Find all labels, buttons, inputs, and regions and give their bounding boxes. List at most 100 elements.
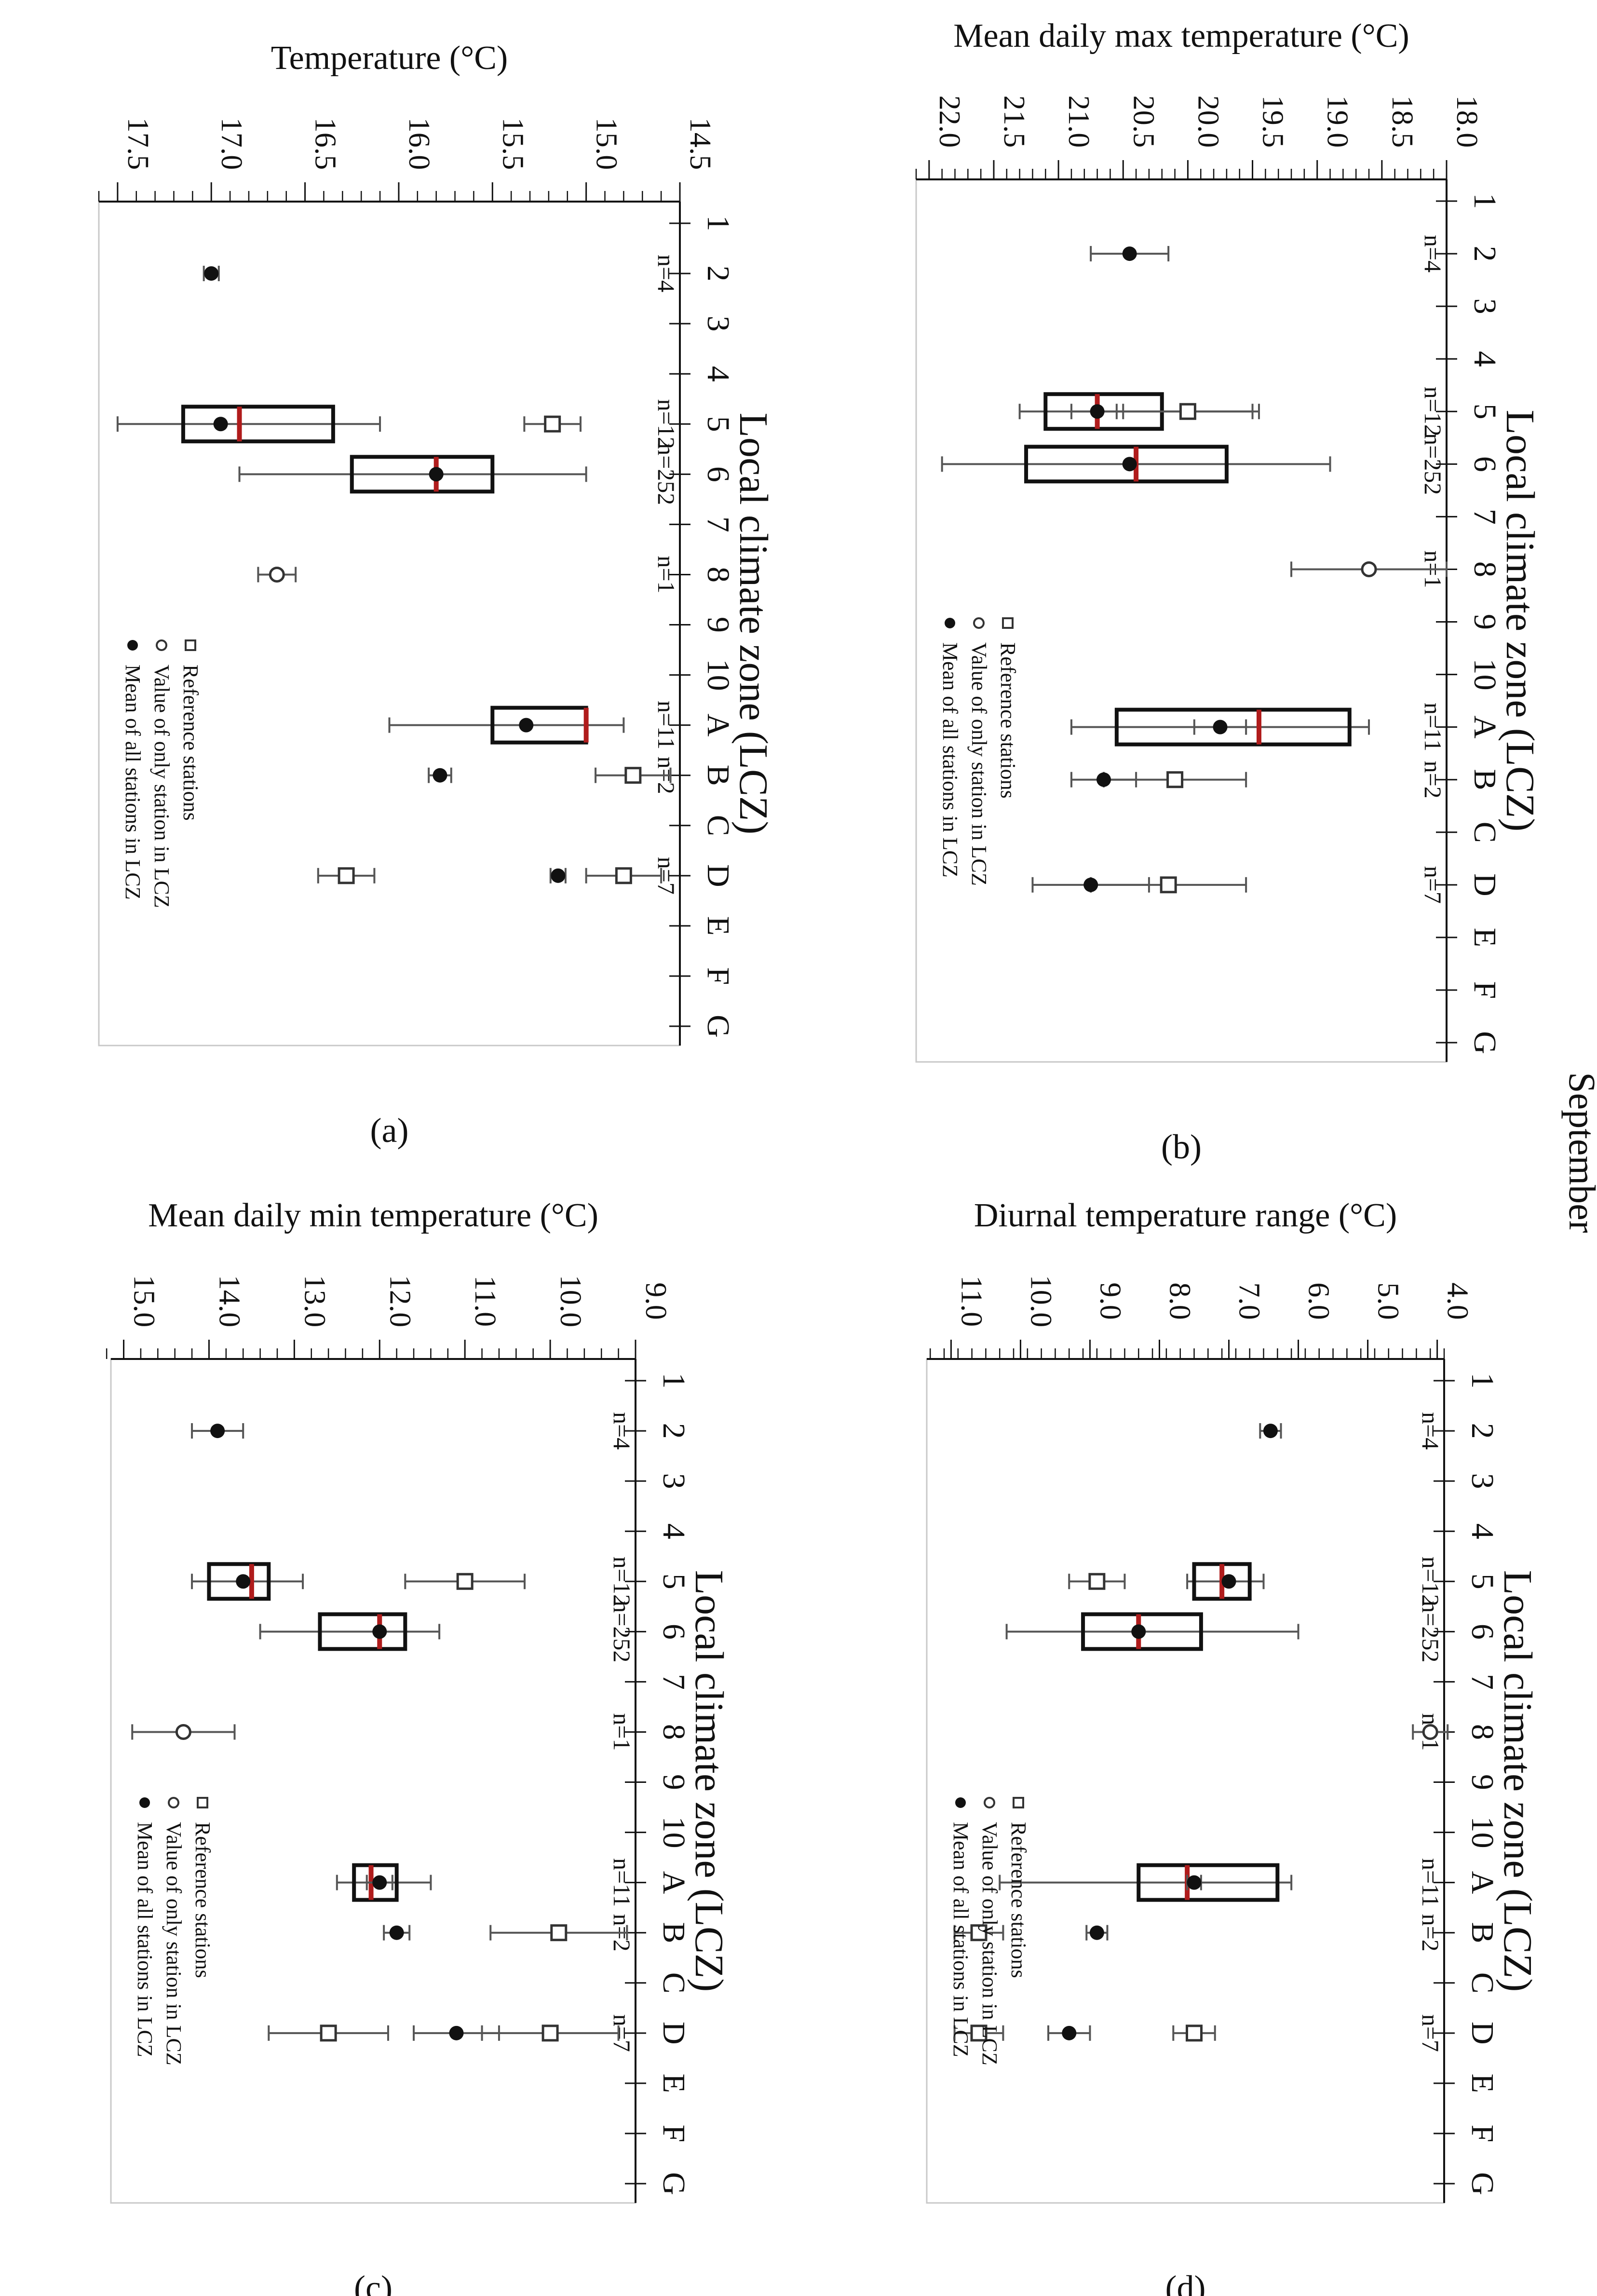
legend-label: Reference stations (996, 642, 1020, 799)
panel-label: (a) (370, 1111, 409, 1150)
legend-label: Value of only station in LCZ (150, 665, 174, 908)
sample-count: n=4 (1417, 1412, 1444, 1450)
zone-label: 9 (1467, 614, 1502, 630)
zone-label: E (656, 2074, 691, 2093)
ref-station-marker (1166, 771, 1184, 788)
sample-count: n=11 (1417, 1858, 1444, 1907)
zone-label: 9 (656, 1774, 691, 1790)
legend-mean-symbol (127, 640, 138, 651)
zone-label: 2 (1465, 1423, 1500, 1439)
tick-label: 15.0 (128, 1275, 161, 1328)
single-station-marker (269, 566, 285, 583)
mean-marker (1213, 720, 1228, 734)
sample-count: n=4 (1420, 235, 1447, 272)
tick-label: 21.0 (1062, 95, 1095, 148)
tick-label: 14.5 (684, 118, 717, 170)
zone-label: 9 (701, 617, 736, 633)
zone-label: C (701, 815, 736, 836)
ref-station-marker (970, 1924, 988, 1942)
zone-label: A (1467, 716, 1502, 739)
legend-mean-symbol (955, 1797, 966, 1808)
legend-label: Mean of all stations in LCZ (938, 642, 962, 878)
zone-label: 6 (1467, 456, 1502, 472)
zone-label: D (701, 864, 736, 887)
legend-label: Mean of all stations in LCZ (949, 1822, 973, 2057)
panel-label: (c) (354, 2269, 392, 2296)
ref-station-marker (624, 767, 642, 784)
mean-marker (1096, 772, 1111, 787)
zone-label: F (1465, 2125, 1500, 2143)
zone-label: 1 (1465, 1373, 1500, 1389)
legend: Mean of all stations in LCZ Value of only… (133, 1797, 215, 2065)
tick-label: 9.0 (1094, 1282, 1126, 1320)
zone-label: 5 (656, 1574, 691, 1590)
ref-station-marker (544, 415, 561, 433)
zone-label: 9 (1465, 1774, 1500, 1790)
sample-count: n=252 (1417, 1601, 1444, 1662)
legend: Mean of all stations in LCZ Value of only… (121, 639, 203, 908)
sample-count: n=12 (609, 1557, 636, 1606)
tick-label: 12.0 (383, 1275, 416, 1328)
panel-c: 9.0 10.0 11.0 12.0 13.0 14.0 15.0 Mean daily mi… (106, 1197, 731, 2296)
sample-count: n=12 (1417, 1557, 1444, 1606)
zone-label: 8 (701, 567, 736, 583)
mean-marker (449, 2025, 464, 2040)
tick-label: 16.0 (403, 118, 435, 170)
zone-label: 1 (1467, 193, 1502, 209)
tick-label: 17.0 (215, 118, 248, 170)
mean-marker (372, 1875, 387, 1890)
sample-count: n=11 (653, 701, 680, 749)
box-iqr (1024, 445, 1229, 484)
zone-label: F (701, 967, 736, 985)
tick-label: 11.0 (469, 1276, 501, 1327)
zone-label: 3 (656, 1473, 691, 1489)
zone-label: 10 (656, 1817, 691, 1848)
legend-single-symbol (168, 1797, 179, 1808)
legend-label: Reference stations (179, 665, 203, 821)
tick-label: 19.0 (1321, 95, 1354, 148)
zone-label: 3 (701, 316, 736, 332)
sample-count: n=11 (1420, 703, 1447, 751)
zone-label: B (656, 1922, 691, 1943)
zone-label: D (656, 2022, 691, 2045)
mean-marker (210, 1424, 225, 1439)
ref-station-marker (338, 867, 355, 884)
zone-label: 7 (1465, 1674, 1500, 1690)
zone-label: 2 (656, 1423, 691, 1439)
sample-count: n=7 (1417, 2014, 1444, 2052)
mean-marker (551, 868, 566, 883)
box-iqr (1114, 707, 1352, 747)
plot-frame (98, 201, 681, 1046)
zone-label: B (701, 765, 736, 786)
legend-label: Mean of all stations in LCZ (133, 1822, 157, 2057)
zone-label: E (701, 916, 736, 936)
zone-label: 6 (701, 466, 736, 482)
box-iqr (207, 1562, 271, 1601)
zone-label: E (1467, 928, 1502, 947)
mean-marker (1122, 246, 1137, 261)
zone-label: E (1465, 2074, 1500, 2093)
zone-label: C (656, 1972, 691, 1994)
legend-label: Value of only station in LCZ (978, 1822, 1002, 2065)
tick-label: 6.0 (1302, 1282, 1335, 1320)
mean-marker (204, 266, 219, 281)
zone-label: 10 (1465, 1817, 1500, 1848)
legend-ref-symbol (197, 1797, 208, 1808)
mean-marker (236, 1574, 251, 1589)
sample-count: n=252 (609, 1601, 636, 1662)
ref-station-marker (541, 2024, 559, 2042)
panels: 14.515.015.516.016.517.017.5Temperature … (98, 17, 1543, 2296)
tick-label: 4.0 (1441, 1282, 1474, 1320)
tick-label: 21.5 (998, 95, 1030, 148)
legend-label: Reference stations (191, 1822, 215, 1978)
zone-label: 3 (1467, 299, 1502, 314)
zone-label: D (1467, 873, 1502, 897)
zone-label: 10 (1467, 659, 1502, 691)
mean-marker (1122, 457, 1137, 472)
legend-ref-symbol (1002, 617, 1014, 629)
ref-station-marker (615, 867, 632, 884)
value-axis-title: Mean daily max temperature (°C) (953, 17, 1409, 54)
sample-count: n=2 (1417, 1914, 1444, 1952)
ref-station-marker (1160, 876, 1177, 894)
